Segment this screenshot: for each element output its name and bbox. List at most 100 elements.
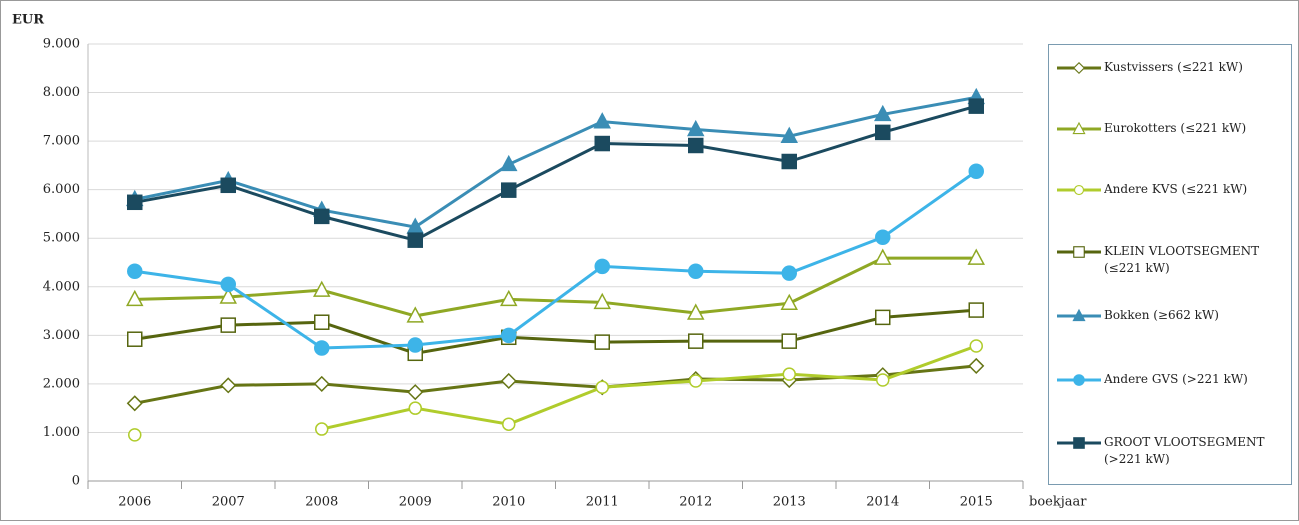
data-point (780, 293, 799, 311)
legend-label: Andere KVS (≤221 kW) (1104, 182, 1248, 196)
data-point (314, 208, 330, 225)
data-point (873, 248, 892, 265)
legend-item: GROOT VLOOTSEGMENT (>221 kW) (1104, 435, 1265, 466)
legend-marker (1072, 61, 1086, 75)
data-point (968, 357, 985, 374)
x-tick-label: 2007 (212, 495, 245, 510)
legend-label: Andere GVS (>221 kW) (1104, 372, 1248, 386)
legend-item: Eurokotters (≤221 kW) (1104, 121, 1247, 135)
series-line (321, 344, 977, 431)
legend-marker (1073, 437, 1085, 449)
legend-marker (1072, 121, 1086, 135)
data-point (594, 258, 610, 275)
data-point (313, 375, 330, 392)
data-point (967, 248, 986, 265)
legend-label: GROOT VLOOTSEGMENT (>221 kW) (1104, 435, 1265, 466)
data-point (782, 367, 796, 381)
data-point (873, 104, 892, 122)
data-point (407, 384, 424, 401)
x-tick-label: 2012 (679, 495, 712, 510)
y-tick-label: 1.000 (43, 425, 80, 440)
data-point (780, 126, 799, 144)
data-point (127, 263, 143, 279)
x-tick-label: 2008 (305, 495, 338, 510)
data-point (876, 373, 890, 387)
series-line (134, 104, 977, 242)
data-point (502, 417, 516, 431)
data-point (220, 377, 237, 394)
legend-marker (1073, 184, 1085, 196)
x-tick-label: 2011 (586, 495, 619, 510)
data-point (686, 119, 705, 137)
data-point (220, 276, 236, 293)
data-point (688, 137, 704, 154)
y-tick-label: 8.000 (43, 85, 80, 100)
legend-label: Bokken (≥662 kW) (1104, 308, 1219, 322)
data-point (500, 372, 517, 390)
data-point (968, 302, 984, 318)
data-point (968, 163, 984, 179)
x-tick-label: 2006 (118, 495, 151, 510)
y-tick-label: 2.000 (43, 376, 80, 391)
data-point (875, 229, 891, 246)
data-point (406, 306, 425, 323)
y-tick-label: 9.000 (43, 37, 80, 52)
data-point (312, 280, 331, 297)
legend-box (1048, 44, 1292, 485)
data-point (220, 177, 236, 194)
x-tick-label: 2014 (866, 495, 899, 510)
data-point (125, 289, 144, 307)
legend-marker (1073, 374, 1085, 386)
legend-item: Kustvissers (≤221 kW) (1104, 60, 1243, 74)
data-point (126, 395, 143, 412)
legend-label: Eurokotters (≤221 kW) (1104, 121, 1247, 135)
data-point (127, 331, 143, 347)
series-line (134, 308, 977, 355)
data-point (315, 422, 329, 436)
data-point (594, 334, 610, 350)
series-line (134, 95, 977, 229)
data-point (593, 112, 612, 129)
data-point (314, 340, 330, 356)
data-point (220, 317, 236, 333)
x-tick-label: 2013 (773, 495, 806, 510)
data-point (407, 232, 423, 248)
data-point (594, 135, 610, 152)
y-tick-label: 7.000 (43, 134, 80, 149)
data-point (219, 287, 238, 304)
data-point (595, 380, 609, 395)
data-point (781, 153, 797, 170)
data-point (127, 194, 143, 211)
data-point (501, 182, 517, 198)
data-point (593, 292, 612, 310)
legend-item: KLEIN VLOOTSEGMENT (≤221 kW) (1104, 244, 1260, 275)
y-axis-label: EUR (12, 13, 44, 28)
data-point (875, 309, 891, 326)
legend-item: Bokken (≥662 kW) (1104, 308, 1219, 322)
data-point (875, 124, 891, 141)
y-tick-label: 3.000 (43, 328, 80, 343)
data-point (968, 98, 984, 114)
y-tick-label: 4.000 (43, 279, 80, 294)
x-tick-label: 2009 (399, 495, 432, 510)
x-tick-label: 2015 (960, 495, 993, 510)
y-tick-label: 0 (72, 474, 80, 489)
data-point (781, 265, 797, 281)
legend-item: Andere KVS (≤221 kW) (1104, 182, 1248, 196)
data-point (499, 289, 518, 307)
data-point (686, 303, 705, 320)
data-point (781, 333, 797, 349)
legend-label: KLEIN VLOOTSEGMENT (≤221 kW) (1104, 244, 1260, 275)
data-point (499, 154, 518, 172)
data-point (688, 263, 704, 279)
data-point (688, 333, 704, 349)
data-point (501, 327, 517, 344)
data-point (408, 401, 422, 415)
legend-marker (1072, 308, 1086, 322)
x-axis-label: boekjaar (1029, 495, 1087, 510)
y-tick-label: 6.000 (43, 182, 80, 197)
data-point (689, 374, 703, 388)
series-line (134, 169, 978, 350)
